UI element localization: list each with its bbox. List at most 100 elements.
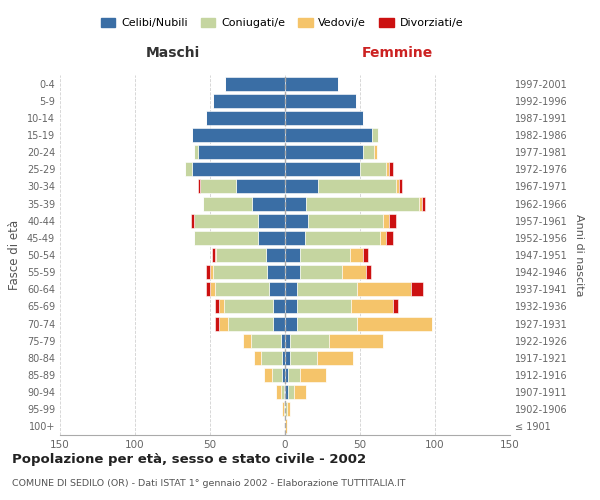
Bar [329, 334, 383, 347]
Bar [261, 351, 282, 365]
Bar [285, 248, 300, 262]
Bar [215, 248, 216, 262]
Bar [285, 385, 288, 399]
Bar [357, 316, 432, 330]
Bar [373, 145, 377, 159]
Bar [396, 180, 399, 194]
Bar [393, 300, 398, 314]
Bar [399, 180, 402, 194]
Bar [351, 300, 393, 314]
Bar [273, 316, 285, 330]
Bar [282, 368, 285, 382]
Bar [213, 94, 285, 108]
Bar [264, 368, 271, 382]
Bar [252, 196, 285, 210]
Bar [281, 334, 285, 347]
Bar [297, 282, 357, 296]
Bar [228, 316, 273, 330]
Bar [285, 76, 337, 90]
Bar [219, 316, 228, 330]
Bar [254, 351, 261, 365]
Bar [342, 265, 366, 279]
Bar [372, 128, 378, 142]
Bar [300, 368, 325, 382]
Bar [297, 300, 351, 314]
Bar [285, 111, 363, 125]
Bar [285, 402, 287, 416]
Bar [258, 214, 285, 228]
Bar [210, 282, 215, 296]
Bar [285, 316, 297, 330]
Y-axis label: Fasce di età: Fasce di età [8, 220, 21, 290]
Bar [305, 231, 380, 245]
Bar [205, 265, 210, 279]
Bar [308, 214, 383, 228]
Bar [198, 180, 199, 194]
Bar [419, 196, 421, 210]
Bar [273, 300, 285, 314]
Bar [317, 351, 353, 365]
Bar [281, 385, 284, 399]
Bar [306, 196, 419, 210]
Bar [205, 282, 210, 296]
Bar [243, 334, 251, 347]
Bar [287, 402, 290, 416]
Bar [210, 265, 213, 279]
Bar [300, 265, 342, 279]
Bar [285, 282, 297, 296]
Bar [389, 162, 393, 176]
Bar [300, 248, 349, 262]
Bar [191, 214, 193, 228]
Bar [318, 180, 396, 194]
Bar [185, 162, 192, 176]
Bar [386, 162, 389, 176]
Bar [193, 145, 198, 159]
Y-axis label: Anni di nascita: Anni di nascita [574, 214, 584, 296]
Bar [276, 385, 281, 399]
Bar [389, 214, 396, 228]
Bar [219, 300, 223, 314]
Bar [285, 196, 306, 210]
Bar [421, 196, 425, 210]
Bar [297, 316, 357, 330]
Bar [235, 180, 285, 194]
Bar [285, 180, 318, 194]
Bar [215, 282, 269, 296]
Bar [285, 162, 360, 176]
Bar [267, 265, 285, 279]
Bar [198, 145, 285, 159]
Bar [282, 402, 284, 416]
Bar [383, 214, 389, 228]
Bar [269, 282, 285, 296]
Bar [193, 214, 258, 228]
Bar [223, 300, 273, 314]
Bar [285, 265, 300, 279]
Bar [285, 128, 372, 142]
Text: Femmine: Femmine [362, 46, 433, 60]
Text: Maschi: Maschi [145, 46, 200, 60]
Bar [290, 351, 317, 365]
Bar [285, 351, 290, 365]
Bar [349, 248, 363, 262]
Bar [215, 316, 219, 330]
Bar [192, 128, 285, 142]
Bar [386, 231, 393, 245]
Text: COMUNE DI SEDILO (OR) - Dati ISTAT 1° gennaio 2002 - Elaborazione TUTTITALIA.IT: COMUNE DI SEDILO (OR) - Dati ISTAT 1° ge… [12, 479, 406, 488]
Bar [285, 145, 363, 159]
Bar [285, 94, 355, 108]
Bar [284, 385, 285, 399]
Bar [285, 300, 297, 314]
Bar [225, 76, 285, 90]
Bar [258, 231, 285, 245]
Bar [380, 231, 386, 245]
Bar [285, 334, 290, 347]
Bar [363, 145, 373, 159]
Bar [284, 402, 285, 416]
Bar [288, 368, 300, 382]
Bar [366, 265, 371, 279]
Bar [360, 162, 386, 176]
Bar [285, 214, 308, 228]
Legend: Celibi/Nubili, Coniugati/e, Vedovi/e, Divorziati/e: Celibi/Nubili, Coniugati/e, Vedovi/e, Di… [97, 13, 467, 32]
Bar [290, 334, 329, 347]
Bar [251, 334, 281, 347]
